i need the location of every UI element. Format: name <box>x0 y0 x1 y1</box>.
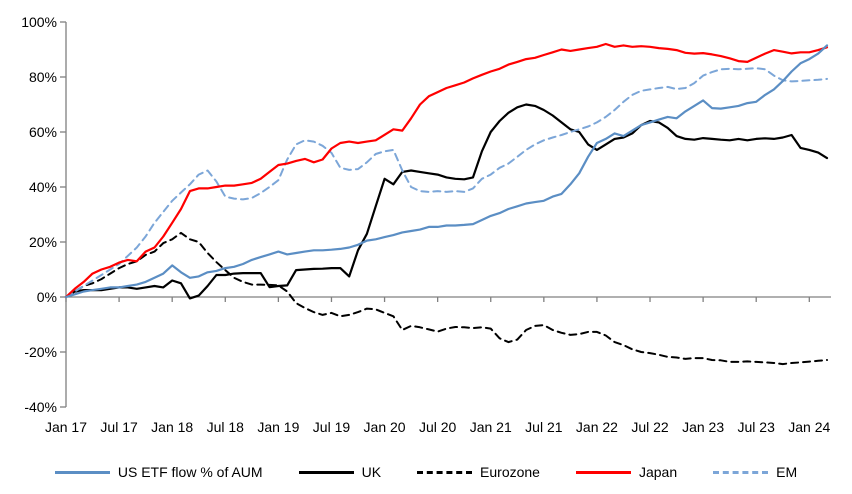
legend-item-em: EM <box>713 464 797 480</box>
legend-label: US ETF flow % of AUM <box>117 464 263 480</box>
legend-label: Eurozone <box>480 464 540 480</box>
y-tick-label: -20% <box>24 344 57 360</box>
x-tick-label: Jul 21 <box>525 419 563 435</box>
legend-line-sample <box>417 470 473 474</box>
x-tick-label: Jan 21 <box>470 419 512 435</box>
legend-item-uk: UK <box>298 464 382 480</box>
chart-legend: US ETF flow % of AUM UK Eurozone Japan EM <box>0 464 852 480</box>
series-line-eurozone <box>65 231 828 366</box>
x-tick-label: Jan 23 <box>682 419 724 435</box>
series-line-uk <box>64 103 829 300</box>
y-tick-label: 40% <box>29 179 57 195</box>
legend-item-japan: Japan <box>575 464 678 480</box>
y-tick-label: -40% <box>24 399 57 415</box>
y-tick-label: 20% <box>29 234 57 250</box>
legend-label: Japan <box>638 464 678 480</box>
legend-item-eurozone: Eurozone <box>417 464 540 480</box>
x-tick-label: Jul 20 <box>419 419 457 435</box>
x-tick-label: Jan 18 <box>151 419 193 435</box>
y-tick-label: 60% <box>29 124 57 140</box>
legend-line-sample <box>575 470 631 474</box>
legend-item-us-etf-flow-of-aum: US ETF flow % of AUM <box>54 464 263 480</box>
series-line-em <box>65 67 828 298</box>
x-tick-label: Jul 23 <box>738 419 776 435</box>
x-tick-label: Jul 17 <box>100 419 138 435</box>
y-tick-label: 80% <box>29 69 57 85</box>
x-tick-label: Jan 20 <box>364 419 406 435</box>
series-line-us-etf-flow-of-aum <box>64 44 829 299</box>
y-tick-label: 100% <box>21 14 57 30</box>
x-tick-label: Jan 17 <box>45 419 87 435</box>
y-tick-label: 0% <box>37 289 57 305</box>
legend-label: UK <box>361 464 382 480</box>
x-tick-label: Jan 22 <box>576 419 618 435</box>
x-tick-label: Jul 19 <box>313 419 351 435</box>
legend-line-sample <box>54 470 110 474</box>
legend-label: EM <box>776 464 798 480</box>
series-line-japan <box>64 42 829 299</box>
x-tick-label: Jul 22 <box>631 419 669 435</box>
x-tick-label: Jul 18 <box>207 419 245 435</box>
legend-line-sample <box>298 470 354 474</box>
x-tick-label: Jan 24 <box>788 419 830 435</box>
x-tick-label: Jan 19 <box>257 419 299 435</box>
legend-line-sample <box>713 470 769 474</box>
etf-flow-chart-svg: 100% 80% 60% 40% 20% 0% -20% -40% Jan 17 Jul 17 Ja… <box>21 14 831 435</box>
